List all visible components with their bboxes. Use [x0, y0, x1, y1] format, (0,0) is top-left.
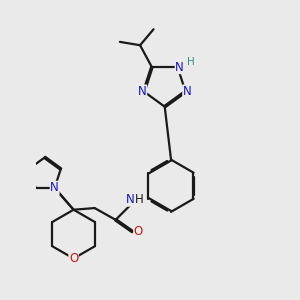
Text: H: H [187, 57, 195, 67]
Text: O: O [134, 225, 143, 238]
Text: N: N [138, 85, 147, 98]
Text: O: O [69, 252, 78, 265]
Text: N: N [50, 182, 59, 194]
Text: N: N [126, 193, 135, 206]
Text: H: H [134, 193, 143, 206]
Text: N: N [183, 85, 192, 98]
Text: N: N [175, 61, 184, 74]
